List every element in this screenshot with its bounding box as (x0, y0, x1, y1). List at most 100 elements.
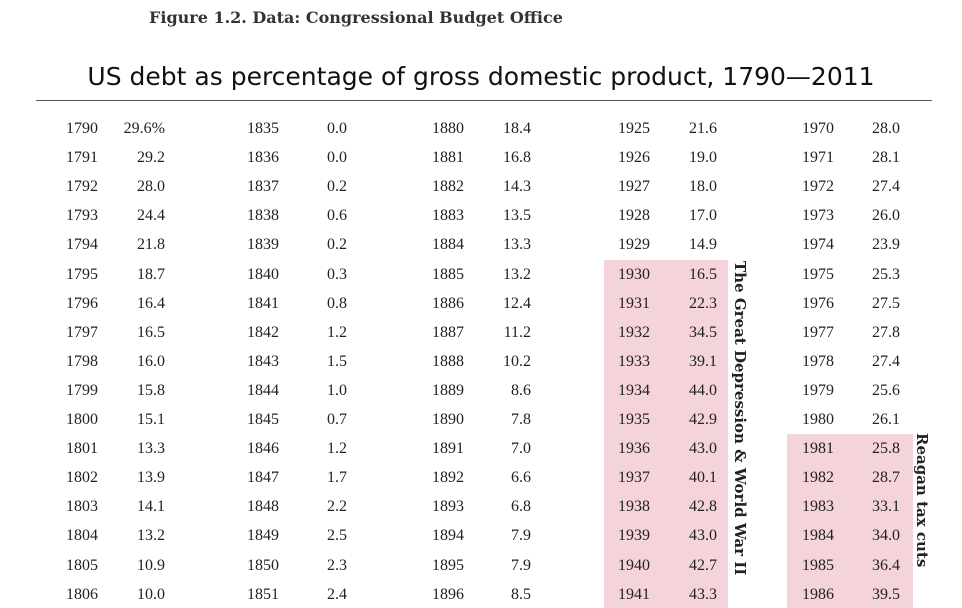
year-cell: 1890 (432, 411, 464, 428)
year-cell: 1984 (802, 527, 834, 545)
value-cell: 7.9 (511, 527, 531, 545)
value-cell: 10.9 (137, 556, 165, 574)
year-cell: 1888 (432, 352, 464, 370)
year-cell: 1972 (802, 178, 834, 196)
value-cell: 28.0 (137, 178, 165, 196)
year-cell: 1983 (802, 498, 834, 516)
year-cell: 1846 (247, 440, 279, 458)
year-cell: 1930 (618, 265, 650, 283)
value-cell: 2.2 (327, 498, 347, 516)
value-cell: 0.7 (327, 411, 347, 428)
year-cell: 1971 (802, 149, 834, 167)
year-cell: 1973 (802, 207, 834, 225)
year-cell: 1847 (247, 469, 279, 487)
value-cell: 14.3 (503, 178, 531, 196)
year-cell: 1881 (432, 149, 464, 167)
year-cell: 1895 (432, 556, 464, 574)
year-cell: 1979 (802, 381, 834, 399)
value-cell: 0.2 (327, 178, 347, 196)
year-cell: 1889 (432, 381, 464, 399)
value-cell: 0.3 (327, 265, 347, 283)
value-cell: 6.6 (511, 469, 531, 487)
year-cell: 1896 (432, 585, 464, 603)
year-cell: 1976 (802, 294, 834, 312)
value-cell: 11.2 (503, 323, 531, 341)
value-cell: 18.4 (503, 120, 531, 137)
year-cell: 1849 (247, 527, 279, 545)
value-cell: 13.5 (503, 207, 531, 225)
year-cell: 1799 (66, 381, 98, 399)
year-cell: 1982 (802, 469, 834, 487)
title-divider (36, 100, 932, 101)
value-cell: 22.3 (689, 294, 717, 312)
year-cell: 1981 (802, 440, 834, 458)
year-cell: 1839 (247, 236, 279, 254)
value-cell: 26.0 (872, 207, 900, 225)
value-cell: 19.0 (689, 149, 717, 167)
year-cell: 1800 (66, 411, 98, 428)
figure-caption: Figure 1.2. Data: Congressional Budget O… (149, 8, 563, 27)
year-cell: 1880 (432, 120, 464, 137)
year-cell: 1980 (802, 411, 834, 428)
year-cell: 1848 (247, 498, 279, 516)
year-cell: 1939 (618, 527, 650, 545)
year-cell: 1975 (802, 265, 834, 283)
year-cell: 1844 (247, 381, 279, 399)
year-cell: 1838 (247, 207, 279, 225)
year-cell: 1886 (432, 294, 464, 312)
year-cell: 1928 (618, 207, 650, 225)
year-cell: 1929 (618, 236, 650, 254)
year-cell: 1797 (66, 323, 98, 341)
year-cell: 1835 (247, 120, 279, 137)
year-cell: 1804 (66, 527, 98, 545)
value-cell: 2.4 (327, 585, 347, 603)
value-cell: 13.2 (137, 527, 165, 545)
value-cell: 8.5 (511, 585, 531, 603)
value-cell: 40.1 (689, 469, 717, 487)
year-cell: 1941 (618, 585, 650, 603)
year-cell: 1851 (247, 585, 279, 603)
highlight-band-4 (787, 434, 913, 608)
year-cell: 1893 (432, 498, 464, 516)
value-cell: 15.8 (137, 381, 165, 399)
year-cell: 1986 (802, 585, 834, 603)
year-cell: 1845 (247, 411, 279, 428)
year-cell: 1883 (432, 207, 464, 225)
year-cell: 1796 (66, 294, 98, 312)
year-cell: 1795 (66, 265, 98, 283)
value-cell: 42.8 (689, 498, 717, 516)
reagan-annotation: Reagan tax cuts (913, 433, 931, 568)
value-cell: 39.5 (872, 585, 900, 603)
value-cell: 24.4 (137, 207, 165, 225)
value-cell: 34.0 (872, 527, 900, 545)
value-cell: 27.4 (872, 178, 900, 196)
year-cell: 1885 (432, 265, 464, 283)
year-cell: 1932 (618, 323, 650, 341)
value-cell: 34.5 (689, 323, 717, 341)
value-cell: 27.4 (872, 352, 900, 370)
value-cell: 18.7 (137, 265, 165, 283)
value-cell: 17.0 (689, 207, 717, 225)
value-cell: 36.4 (872, 556, 900, 574)
value-cell: 8.6 (511, 381, 531, 399)
year-cell: 1792 (66, 178, 98, 196)
year-cell: 1891 (432, 440, 464, 458)
value-cell: 16.8 (503, 149, 531, 167)
value-cell: 21.8 (137, 236, 165, 254)
year-cell: 1884 (432, 236, 464, 254)
value-cell: 26.1 (872, 411, 900, 428)
year-cell: 1802 (66, 469, 98, 487)
value-cell: 16.0 (137, 352, 165, 370)
value-cell: 39.1 (689, 352, 717, 370)
year-cell: 1934 (618, 381, 650, 399)
value-cell: 0.0 (327, 149, 347, 167)
year-cell: 1978 (802, 352, 834, 370)
value-cell: 1.2 (327, 323, 347, 341)
year-cell: 1798 (66, 352, 98, 370)
value-cell: 43.3 (689, 585, 717, 603)
value-cell: 28.0 (872, 120, 900, 137)
value-cell: 28.1 (872, 149, 900, 167)
value-cell: 43.0 (689, 440, 717, 458)
value-cell: 6.8 (511, 498, 531, 516)
year-cell: 1970 (802, 120, 834, 137)
